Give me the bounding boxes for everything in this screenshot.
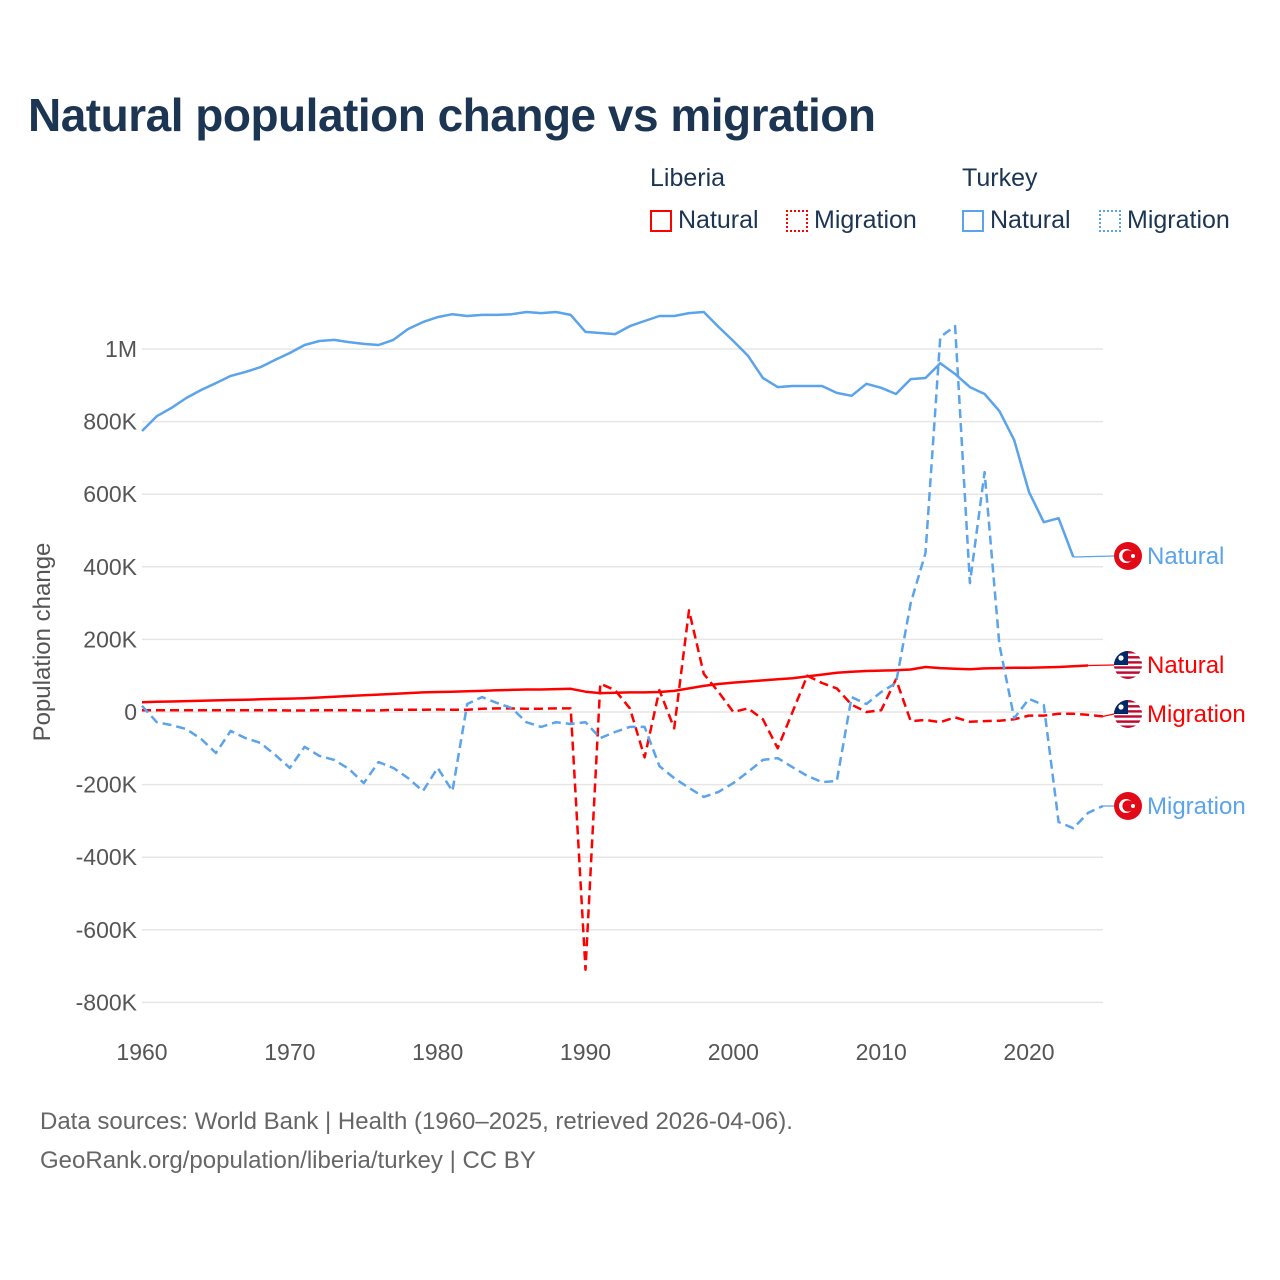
- legend-group-liberia: Liberia: [650, 164, 726, 192]
- x-tick-label: 2020: [1003, 1039, 1054, 1065]
- legend-turkey-natural[interactable]: Natural: [962, 206, 1071, 235]
- end-label-connector: [1102, 713, 1115, 717]
- y-tick-label: -200K: [76, 772, 138, 798]
- x-tick-label: 1980: [412, 1039, 463, 1065]
- x-tick-label: 1970: [264, 1039, 315, 1065]
- turkey-flag-icon: [1114, 792, 1142, 820]
- end-label: Natural: [1147, 543, 1224, 570]
- legend-turkey-migration[interactable]: Migration: [1099, 206, 1230, 235]
- series-line-liberia-migration[interactable]: [142, 609, 1104, 971]
- x-tick-label: 1990: [560, 1039, 611, 1065]
- legend-swatch-dotted: [1099, 209, 1121, 232]
- liberia-flag-icon: [1114, 700, 1142, 728]
- series-line-liberia-natural[interactable]: [141, 664, 1089, 704]
- legend-swatch-solid: [962, 209, 984, 232]
- y-tick-label: 1M: [105, 336, 137, 362]
- legend-label: Migration: [1127, 206, 1230, 234]
- y-tick-label: 200K: [83, 626, 137, 652]
- series-line-turkey-natural[interactable]: [141, 310, 1075, 558]
- y-axis-label: Population change: [29, 543, 56, 742]
- legend-label: Natural: [678, 206, 759, 234]
- legend-label: Natural: [990, 206, 1071, 234]
- y-tick-label: 400K: [83, 554, 137, 580]
- end-label: Migration: [1147, 701, 1246, 728]
- y-tick-label: -800K: [76, 989, 138, 1015]
- x-tick-label: 1960: [116, 1039, 167, 1065]
- legend-swatch-solid: [650, 209, 672, 232]
- liberia-flag-icon: [1114, 651, 1142, 679]
- legend-group-turkey: Turkey: [962, 164, 1038, 192]
- chart-title: Natural population change vs migration: [28, 89, 876, 141]
- y-tick-label: 800K: [83, 409, 137, 435]
- y-tick-label: 0: [124, 699, 137, 725]
- legend-swatch-dotted: [786, 209, 808, 232]
- y-tick-label: -600K: [76, 917, 138, 943]
- end-label-connector: [1088, 664, 1115, 667]
- end-label: Natural: [1147, 652, 1224, 679]
- y-tick-label: 600K: [83, 481, 137, 507]
- end-label: Migration: [1147, 793, 1246, 820]
- footer-link[interactable]: GeoRank.org/population/liberia/turkey | …: [40, 1147, 536, 1174]
- end-label-connector: [1073, 555, 1115, 558]
- legend-liberia-natural[interactable]: Natural: [650, 206, 759, 235]
- y-tick-label: -400K: [76, 844, 138, 870]
- turkey-flag-icon: [1114, 542, 1142, 570]
- footer-sources: Data sources: World Bank | Health (1960–…: [40, 1108, 793, 1135]
- x-tick-label: 2000: [708, 1039, 759, 1065]
- x-tick-label: 2010: [856, 1039, 907, 1065]
- legend-liberia-migration[interactable]: Migration: [786, 206, 917, 235]
- series-line-turkey-migration[interactable]: [141, 324, 1104, 830]
- legend-label: Migration: [814, 206, 917, 234]
